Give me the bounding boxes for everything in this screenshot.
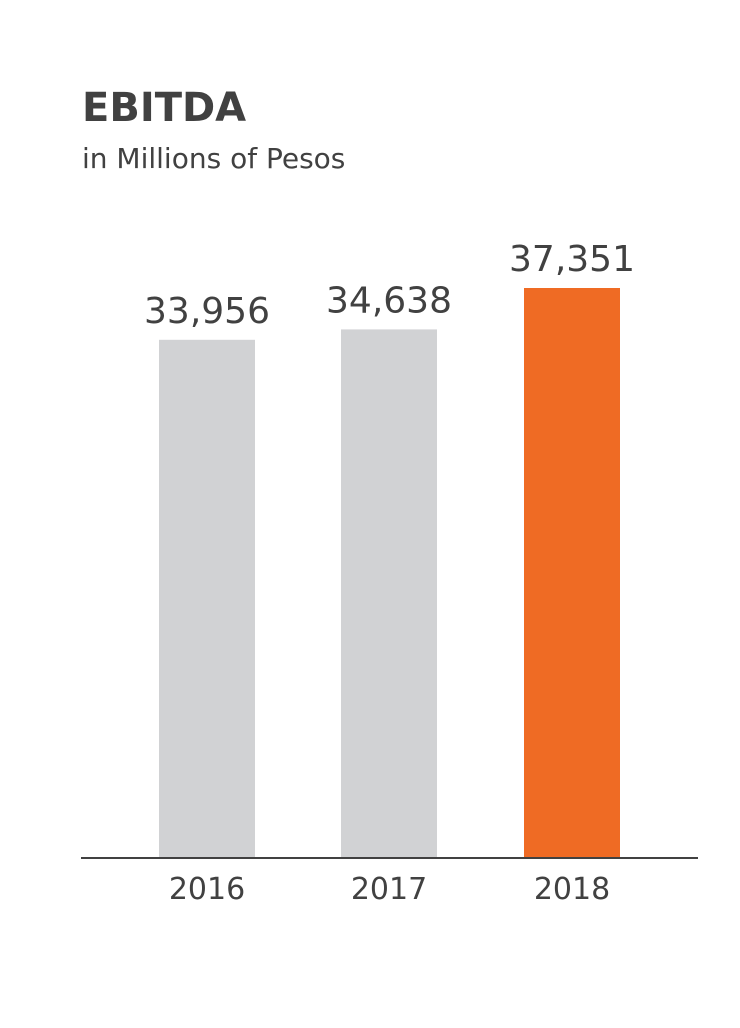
x-tick-label-2016: 2016 <box>169 872 245 907</box>
x-tick-labels-group: 2016 2017 2018 <box>169 872 610 907</box>
value-label-2016: 33,956 <box>144 291 270 332</box>
value-label-2018: 37,351 <box>509 239 635 280</box>
chart-title: EBITDA <box>82 85 247 131</box>
bar-2016 <box>159 339 255 859</box>
x-tick-label-2018: 2018 <box>534 872 610 907</box>
x-tick-label-2017: 2017 <box>351 872 427 907</box>
chart-subtitle: in Millions of Pesos <box>82 142 346 175</box>
bars-group <box>159 288 620 859</box>
value-labels-group: 33,956 34,638 37,351 <box>144 239 635 332</box>
bar-2017 <box>341 329 437 858</box>
bar-2018 <box>524 288 620 858</box>
value-label-2017: 34,638 <box>326 280 452 321</box>
